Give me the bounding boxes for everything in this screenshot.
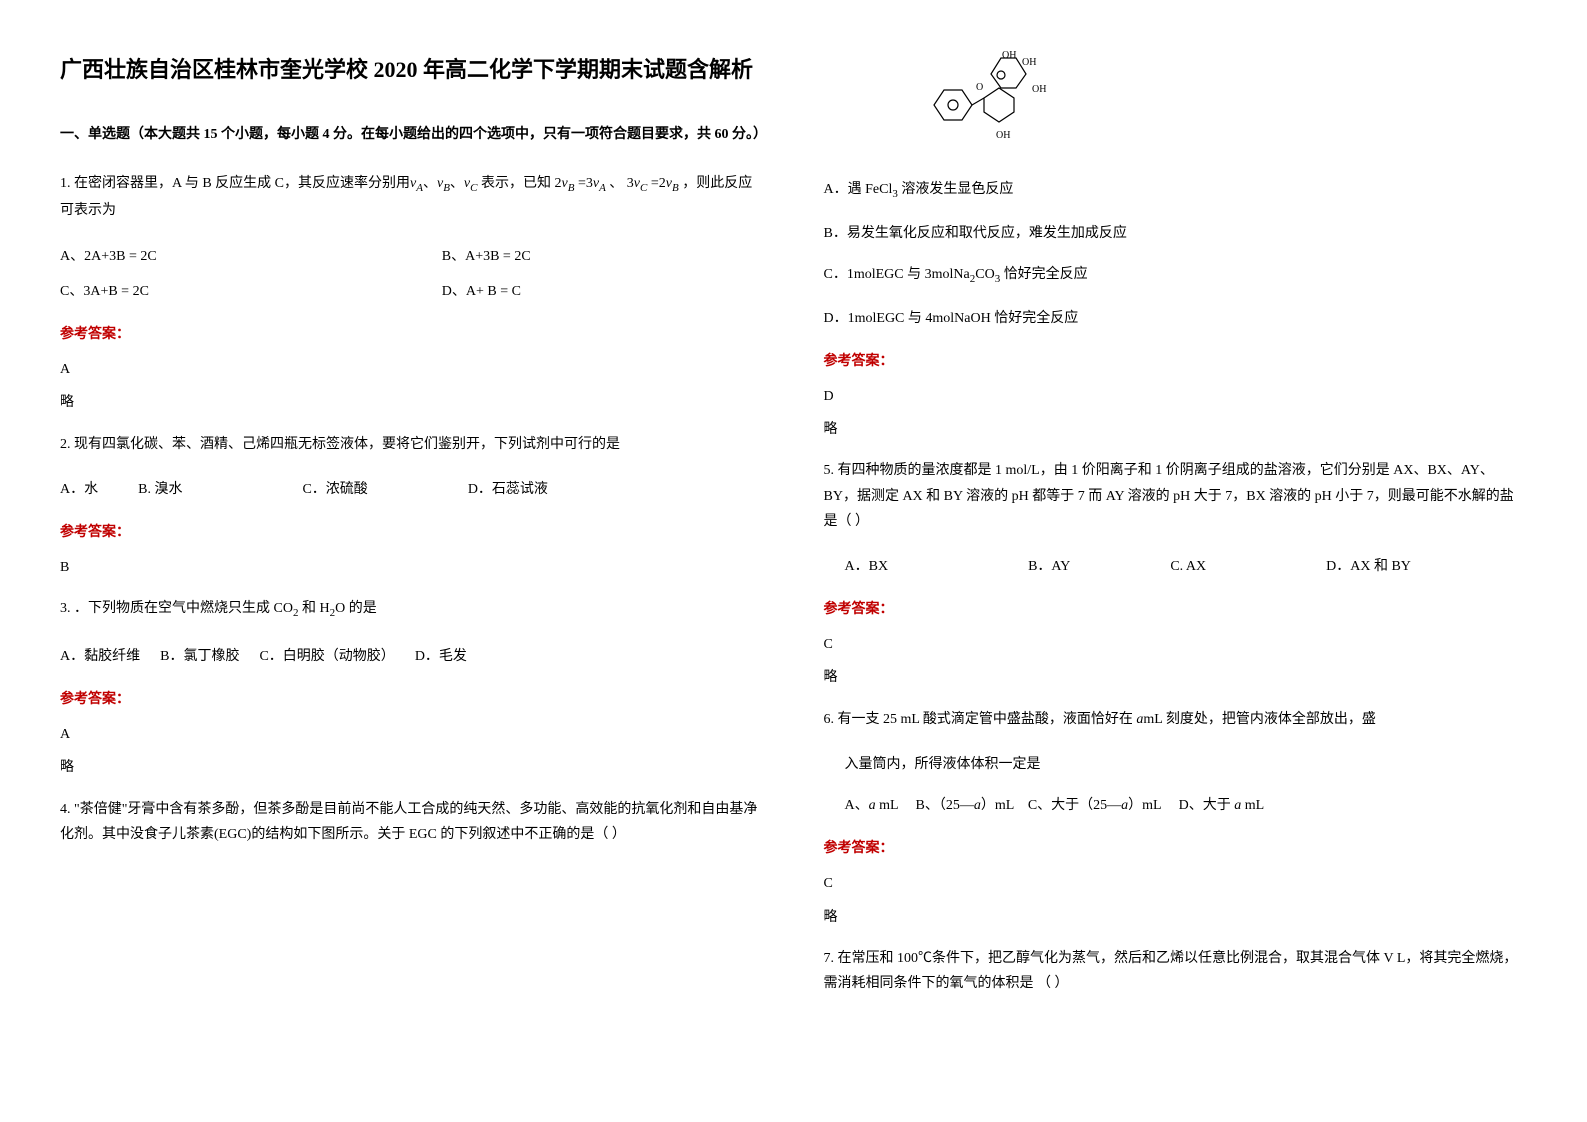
q1-opt-c: C、3A+B = 2C: [60, 279, 382, 304]
question-5: 5. 有四种物质的量浓度都是 1 mol/L，由 1 价阳离子和 1 价阴离子组…: [824, 458, 1528, 534]
document-title: 广西壮族自治区桂林市奎光学校 2020 年高二化学下学期期末试题含解析: [60, 50, 764, 90]
q6-answer-label: 参考答案：: [824, 836, 1528, 861]
question-7: 7. 在常压和 100℃条件下，把乙醇气化为蒸气，然后和乙烯以任意比例混合，取其…: [824, 946, 1528, 996]
q5-opt-d: D．AX 和 BY: [1326, 554, 1411, 579]
q6-opt-c-1: C、大于（25—: [1028, 798, 1121, 813]
question-4: 4. "茶倍健"牙膏中含有茶多酚，但茶多酚是目前尚不能人工合成的纯天然、多功能、…: [60, 797, 764, 847]
svg-text:OH: OH: [996, 130, 1010, 141]
q2-opt-a: A．水: [60, 477, 98, 502]
q5-opt-b: B．AY: [1028, 554, 1070, 579]
q6-options: A、a mL B、（25—a）mL C、大于（25—a）mL D、大于 a mL: [824, 793, 1528, 818]
q6-opt-b-a: a: [974, 798, 981, 813]
q1-answer-label: 参考答案：: [60, 322, 764, 347]
q3-opt-c: C．白明胶（动物胶）: [259, 644, 394, 669]
q4-opt-a-text1: A．遇 FeCl: [824, 182, 893, 197]
q6-opt-b-2: ）mL: [981, 798, 1014, 813]
q1-text-h: =2: [647, 176, 665, 191]
q4-opt-b: B．易发生氧化反应和取代反应，难发生加成反应: [824, 221, 1528, 246]
q4-answer: D: [824, 384, 1528, 409]
q4-opt-a-text2: 溶液发生显色反应: [898, 182, 1014, 197]
q5-options: A．BX B．AY C. AX D．AX 和 BY: [824, 554, 1528, 579]
molecule-structure: OH OH OH OH O: [924, 50, 1528, 154]
svg-text:OH: OH: [1022, 57, 1036, 68]
left-column: 广西壮族自治区桂林市奎光学校 2020 年高二化学下学期期末试题含解析 一、单选…: [60, 50, 764, 1072]
q2-answer-label: 参考答案：: [60, 520, 764, 545]
q1-opt-d: D、A+ B = C: [442, 279, 764, 304]
q3-opt-a: A．黏胶纤维: [60, 644, 140, 669]
q4-answer-label: 参考答案：: [824, 349, 1528, 374]
q1-text-e: =3: [574, 176, 592, 191]
q3-opt-d: D．毛发: [415, 644, 467, 669]
q6-answer: C: [824, 871, 1528, 896]
q1-text-f: 、: [606, 176, 624, 191]
q5-omit: 略: [824, 665, 1528, 690]
svg-text:OH: OH: [1002, 50, 1016, 61]
q1-vb-sub: B: [443, 182, 450, 194]
q6-opt-a-2: mL: [876, 798, 898, 813]
q4-opt-a: A．遇 FeCl3 溶液发生显色反应: [824, 177, 1528, 205]
svg-text:O: O: [976, 82, 983, 93]
q4-opt-c-text1: C．1molEGC 与 3molNa: [824, 267, 970, 282]
q6-opt-d-2: mL: [1241, 798, 1264, 813]
q1-text-c: 、: [450, 176, 464, 191]
q3-opt-b: B．氯丁橡胶: [160, 644, 239, 669]
q6-text-a: 6. 有一支 25 mL 酸式滴定管中盛盐酸，液面恰好在: [824, 712, 1137, 727]
q6-opt-a-1: A、: [845, 798, 869, 813]
q2-options: A．水 B. 溴水 C．浓硫酸 D．石蕊试液: [60, 477, 764, 502]
q1-opt-b: B、A+3B = 2C: [442, 244, 764, 269]
q1-text-a: 1. 在密闭容器里，A 与 B 反应生成 C，其反应速率分别用: [60, 176, 410, 191]
q1-va-sub: A: [416, 182, 423, 194]
q4-opt-c: C．1molEGC 与 3molNa2CO3 恰好完全反应: [824, 262, 1528, 290]
q6-text-b: mL 刻度处，把管内液体全部放出，盛: [1143, 712, 1375, 727]
q3-text-b: 和 H: [298, 601, 329, 616]
q3-answer: A: [60, 722, 764, 747]
question-2: 2. 现有四氯化碳、苯、酒精、己烯四瓶无标签液体，要将它们鉴别开，下列试剂中可行…: [60, 432, 764, 457]
q1-options: A、2A+3B = 2C B、A+3B = 2C C、3A+B = 2C D、A…: [60, 244, 764, 304]
q3-options: A．黏胶纤维 B．氯丁橡胶 C．白明胶（动物胶） D．毛发: [60, 644, 764, 669]
right-column: OH OH OH OH O A．遇 FeCl3 溶液发生显色反应 B．易发生氧化…: [824, 50, 1528, 1072]
q1-text-b: 、: [423, 176, 437, 191]
q1-opt-a: A、2A+3B = 2C: [60, 244, 382, 269]
q5-opt-a: A．BX: [824, 554, 889, 579]
q2-opt-c: C．浓硫酸: [302, 477, 367, 502]
q6-opt-c-2: ）mL: [1128, 798, 1161, 813]
q2-opt-d: D．石蕊试液: [468, 477, 548, 502]
q1-omit: 略: [60, 390, 764, 415]
q1-vb3-sub: B: [672, 182, 679, 194]
q3-text-a: 3. ．下列物质在空气中燃烧只生成 CO: [60, 601, 293, 616]
q3-text-c: O 的是: [335, 601, 377, 616]
q4-omit: 略: [824, 417, 1528, 442]
q4-opt-d: D．1molEGC 与 4molNaOH 恰好完全反应: [824, 306, 1528, 331]
q6-opt-d-1: D、大于: [1179, 798, 1235, 813]
question-1: 1. 在密闭容器里，A 与 B 反应生成 C，其反应速率分别用vA、vB、vC …: [60, 171, 764, 224]
section-heading: 一、单选题（本大题共 15 个小题，每小题 4 分。在每小题给出的四个选项中，只…: [60, 122, 764, 147]
q1-answer: A: [60, 357, 764, 382]
q6-omit: 略: [824, 905, 1528, 930]
q2-opt-b: B. 溴水: [138, 477, 182, 502]
q6-text-c: 入量筒内，所得液体体积一定是: [824, 752, 1528, 777]
svg-text:OH: OH: [1032, 84, 1046, 95]
q1-va2-sub: A: [599, 182, 606, 194]
q2-answer: B: [60, 555, 764, 580]
q3-omit: 略: [60, 755, 764, 780]
q5-answer: C: [824, 632, 1528, 657]
q6-opt-b-1: B、（25—: [916, 798, 974, 813]
egc-structure-svg: OH OH OH OH O: [924, 50, 1054, 145]
q1-text-g: 3: [627, 176, 634, 191]
q5-answer-label: 参考答案：: [824, 597, 1528, 622]
q5-opt-c: C. AX: [1170, 554, 1206, 579]
question-3: 3. ．下列物质在空气中燃烧只生成 CO2 和 H2O 的是: [60, 596, 764, 624]
q4-opt-c-text2: CO: [975, 267, 994, 282]
question-6: 6. 有一支 25 mL 酸式滴定管中盛盐酸，液面恰好在 amL 刻度处，把管内…: [824, 707, 1528, 732]
q1-text-d: 表示，已知 2: [477, 176, 561, 191]
q3-answer-label: 参考答案：: [60, 687, 764, 712]
q6-opt-a-a: a: [869, 798, 876, 813]
q4-opt-c-text3: 恰好完全反应: [1000, 267, 1088, 282]
